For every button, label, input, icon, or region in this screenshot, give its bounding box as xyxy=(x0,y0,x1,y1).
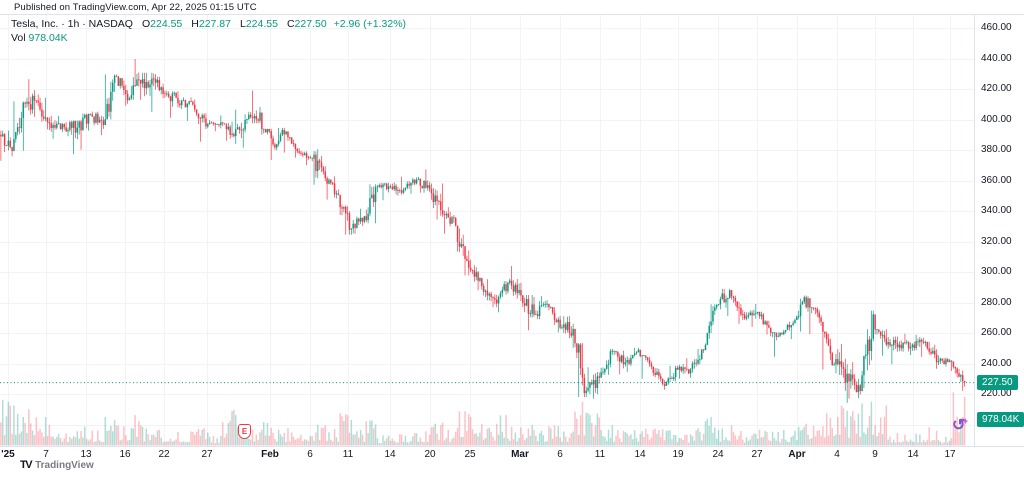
time-axis-label: '25 xyxy=(1,449,15,460)
high-value: 227.87 xyxy=(198,18,231,30)
volume-label: Vol xyxy=(11,32,26,44)
open-label: O xyxy=(141,18,151,30)
price-axis-label: 320.00 xyxy=(981,235,1012,247)
time-axis-label: 27 xyxy=(201,449,213,460)
tradingview-logo[interactable]: TV TradingView xyxy=(20,459,94,472)
time-axis-label: 27 xyxy=(751,449,763,460)
price-axis-label: 260.00 xyxy=(981,327,1012,338)
time-axis-label: 6 xyxy=(557,449,563,460)
price-axis-label: 380.00 xyxy=(981,144,1012,155)
close-value: 227.50 xyxy=(294,18,327,30)
tradingview-logo-text: TradingView xyxy=(35,460,94,471)
legend-row-volume: Vol 978.04K xyxy=(11,31,406,45)
symbol-title: Tesla, Inc. · 1h · NASDAQ xyxy=(11,18,133,30)
tradingview-logo-mark-icon: TV xyxy=(20,459,33,471)
earnings-letter: E xyxy=(241,427,248,436)
volume-bars-down xyxy=(0,392,966,446)
time-axis-label: 20 xyxy=(424,449,436,460)
candle-wicks-down xyxy=(0,59,965,399)
legend-row-main: Tesla, Inc. · 1h · NASDAQ O224.55 H227.87 L… xyxy=(11,17,406,31)
published-note: Published on TradingView.com, Apr 22, 20… xyxy=(14,2,257,13)
chart-legend: Tesla, Inc. · 1h · NASDAQ O224.55 H227.87 L… xyxy=(11,17,406,45)
price-axis-label: 280.00 xyxy=(981,296,1012,308)
price-axis-separator xyxy=(974,14,975,446)
candle-bodies-up xyxy=(2,75,962,394)
time-axis-label: Feb xyxy=(261,449,279,460)
time-axis-separator xyxy=(0,446,1024,447)
price-axis-label: 340.00 xyxy=(981,205,1012,216)
time-axis-label: 14 xyxy=(907,449,919,460)
price-axis-label: 360.00 xyxy=(981,174,1012,186)
low-value: 224.55 xyxy=(245,18,278,30)
time-axis-label: Apr xyxy=(788,449,806,460)
grid-lines xyxy=(0,14,974,446)
high-label: H xyxy=(191,18,199,30)
price-axis-label: 400.00 xyxy=(981,113,1012,125)
time-axis-label: 6 xyxy=(307,449,313,460)
close-label: C xyxy=(286,18,295,30)
price-axis-label: 440.00 xyxy=(981,52,1012,64)
time-axis-label: 16 xyxy=(119,449,131,460)
price-axis-label: 420.00 xyxy=(981,83,1012,94)
price-axis-label: 240.00 xyxy=(981,357,1012,369)
candle-wicks-up xyxy=(2,72,962,403)
time-axis-label: 11 xyxy=(342,449,354,460)
time-axis-label: 13 xyxy=(80,449,92,460)
time-axis-label: 19 xyxy=(672,449,684,460)
time-axis-label: 24 xyxy=(712,449,724,460)
price-axis-label: 220.00 xyxy=(981,388,1012,399)
price-axis-label: 300.00 xyxy=(981,266,1012,277)
time-axis-label: 7 xyxy=(43,449,49,460)
time-axis-label: 22 xyxy=(158,449,170,460)
time-axis-label: 4 xyxy=(834,449,840,460)
swirl-glyph: ↺ xyxy=(952,417,966,434)
volume-badge: 978.04K xyxy=(977,412,1024,427)
time-axis-label: 14 xyxy=(384,449,396,460)
open-value: 224.55 xyxy=(150,18,183,30)
low-label: L xyxy=(239,18,246,30)
time-axis-label: 11 xyxy=(594,449,606,460)
volume-bars-up xyxy=(2,399,962,446)
price-axis-label: 460.00 xyxy=(981,22,1012,33)
volume-value: 978.04K xyxy=(28,32,68,44)
time-axis-label: 9 xyxy=(872,449,878,460)
time-axis-label: 25 xyxy=(464,449,476,460)
time-axis-label: 17 xyxy=(944,449,956,460)
candle-bodies-down xyxy=(0,75,966,394)
pane-top-border xyxy=(0,14,1024,15)
time-axis-label: 14 xyxy=(634,449,646,460)
time-axis-label: Mar xyxy=(511,449,529,460)
earnings-icon[interactable]: E xyxy=(238,424,251,439)
sparkle-icon: ✦ xyxy=(962,417,969,426)
change-value: +2.96 (+1.32%) xyxy=(333,18,407,30)
cursor-swirl-icon: ↺ ✦ xyxy=(952,417,969,434)
last-price-badge: 227.50 xyxy=(977,375,1018,391)
